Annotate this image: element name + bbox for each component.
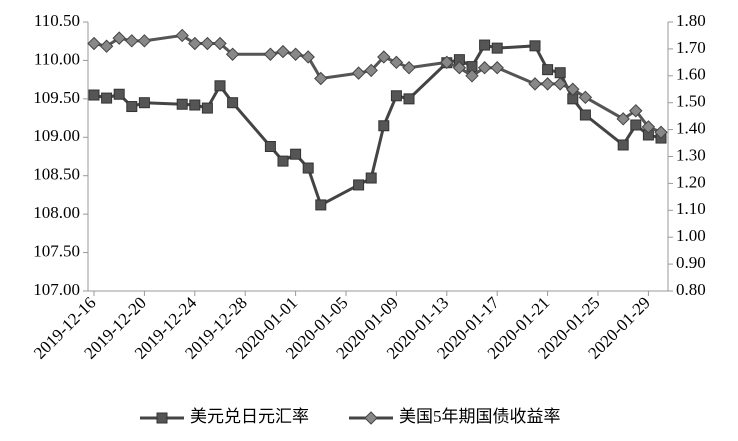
point: [390, 90, 402, 102]
point: [440, 55, 454, 70]
point: [477, 61, 492, 75]
point: [213, 36, 227, 51]
point: [403, 93, 415, 105]
point: [554, 67, 566, 79]
y-tick-label: 109.50: [33, 88, 80, 107]
point: [629, 104, 643, 118]
point: [528, 77, 542, 91]
point: [290, 148, 302, 160]
y-tick-label: 107.00: [33, 280, 80, 299]
series-line: [93, 33, 662, 134]
point: [389, 55, 404, 70]
point: [378, 120, 390, 132]
y-tick-label: 109.00: [33, 126, 80, 145]
y2-tick-label: 0.90: [676, 253, 706, 272]
point: [101, 92, 113, 104]
y2-tick-label: 1.70: [676, 38, 706, 57]
y2-tick-label: 1.60: [676, 65, 706, 84]
point: [189, 99, 201, 111]
point: [227, 97, 239, 109]
point: [87, 36, 101, 51]
y2-tick-label: 1.20: [676, 172, 706, 191]
point: [351, 66, 366, 80]
legend-label: 美国5年期国债收益率: [399, 407, 561, 426]
point: [630, 119, 642, 131]
point: [301, 50, 315, 64]
point: [277, 155, 289, 167]
point: [138, 97, 150, 109]
point: [579, 109, 591, 121]
legend-label: 美元兑日元汇率: [190, 407, 309, 426]
point: [225, 47, 240, 61]
y2-tick-label: 1.30: [676, 145, 706, 164]
point: [214, 80, 226, 92]
point: [566, 82, 580, 96]
y2-tick-label: 1.50: [676, 92, 706, 111]
y2-tick-label: 1.40: [676, 119, 706, 138]
point: [490, 61, 504, 75]
point: [452, 61, 467, 75]
point: [176, 98, 188, 110]
point: [465, 69, 479, 83]
y-tick-label: 108.00: [33, 203, 80, 222]
point: [112, 31, 126, 45]
point: [263, 47, 278, 61]
point: [654, 125, 668, 139]
point: [402, 61, 416, 75]
point: [200, 36, 215, 51]
point: [314, 71, 328, 86]
point: [553, 77, 567, 91]
point: [315, 199, 327, 211]
point: [365, 172, 377, 184]
y2-tick-label: 1.10: [676, 199, 706, 218]
point: [276, 44, 290, 59]
point: [617, 139, 629, 151]
legend-marker: [364, 411, 378, 425]
y2-tick-label: 1.80: [676, 11, 706, 30]
legend-marker: [156, 412, 168, 424]
point: [479, 39, 491, 51]
point: [125, 34, 139, 48]
point: [188, 36, 202, 51]
point: [491, 42, 503, 54]
point: [578, 90, 593, 105]
series-line: [93, 43, 662, 208]
y-tick-label: 110.00: [34, 49, 80, 68]
point: [529, 40, 541, 52]
point: [353, 179, 365, 191]
point: [113, 88, 125, 100]
point: [288, 47, 303, 61]
y2-tick-label: 0.80: [676, 280, 706, 299]
y-tick-label: 107.50: [33, 241, 80, 260]
point: [201, 102, 213, 114]
point: [99, 39, 114, 53]
point: [302, 162, 314, 174]
point: [616, 112, 630, 126]
point: [264, 141, 276, 153]
y2-tick-label: 1.00: [676, 226, 706, 245]
point: [364, 63, 378, 78]
point: [175, 28, 189, 43]
point: [377, 50, 391, 64]
y-tick-label: 110.50: [34, 11, 80, 30]
y-tick-label: 108.50: [33, 165, 80, 184]
point: [137, 34, 152, 48]
point: [540, 77, 555, 91]
point: [88, 89, 100, 101]
point: [641, 120, 656, 134]
point: [126, 101, 138, 113]
point: [542, 64, 554, 76]
